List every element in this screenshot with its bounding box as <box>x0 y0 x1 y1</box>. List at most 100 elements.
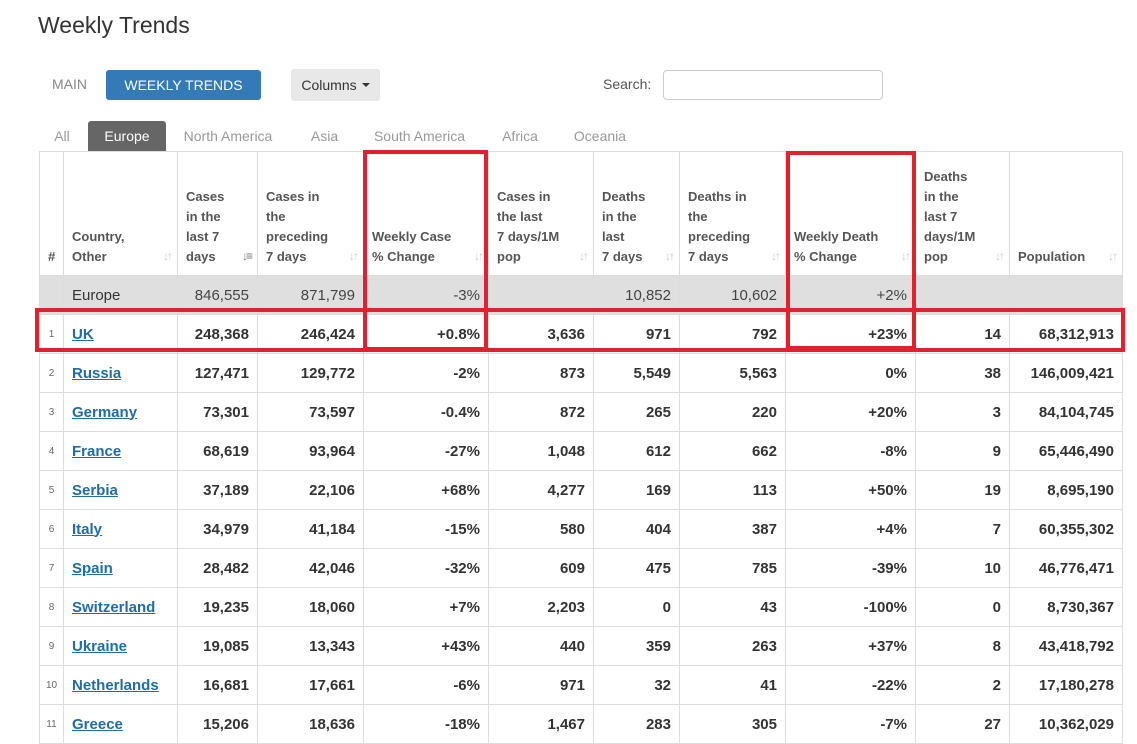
tab-north-america[interactable]: North America <box>183 128 273 144</box>
table-cell: 16,681 <box>177 665 258 705</box>
table-cell: 1,048 <box>488 431 594 471</box>
country-link[interactable]: Switzerland <box>72 598 156 616</box>
table-cell: 248,368 <box>177 314 258 354</box>
table-cell: Netherlands <box>63 665 178 705</box>
tab-south-america[interactable]: South America <box>373 128 466 144</box>
table-cell: -15% <box>363 509 489 549</box>
columns-dropdown-button[interactable]: Columns <box>291 69 380 101</box>
cases-last-7-days-header[interactable]: Cases in the last 7 days ↓≡ <box>177 151 258 276</box>
header-label: Population <box>1018 249 1086 264</box>
table-cell: -100% <box>785 587 916 627</box>
table-cell: 0 <box>593 587 680 627</box>
table-cell: 41 <box>679 665 786 705</box>
table-cell: 3 <box>39 392 64 432</box>
table-cell: 68,312,913 <box>1009 314 1123 354</box>
table-cell: 19 <box>915 470 1010 510</box>
tab-oceania[interactable]: Oceania <box>573 128 627 144</box>
sort-arrows-icon[interactable]: ↓↑ <box>995 249 1005 263</box>
cases-preceding-7-days-header[interactable]: Cases in the preceding 7 days ↓↑ <box>257 151 364 276</box>
country-link[interactable]: Serbia <box>72 481 118 499</box>
table-cell: 8 <box>39 587 64 627</box>
table-cell: 387 <box>679 509 786 549</box>
table-row: 2 Russia 127,471 129,772 -2% 873 5,549 5,563 0% 3… <box>39 353 1123 393</box>
table-cell: Ukraine <box>63 626 178 666</box>
table-cell: -8% <box>785 431 916 471</box>
table-cell: 46,776,471 <box>1009 548 1123 588</box>
continent-tabs: All Europe North America Asia South America A… <box>40 121 1137 152</box>
country-link[interactable]: France <box>72 442 122 460</box>
country-link[interactable]: Netherlands <box>72 676 159 694</box>
weekly-trends-button[interactable]: WEEKLY TRENDS <box>106 70 261 100</box>
population-header[interactable]: Population ↓↑ <box>1009 151 1123 276</box>
table-cell: 6 <box>39 509 64 549</box>
tab-asia[interactable]: Asia <box>310 128 339 144</box>
table-row: 7 Spain 28,482 42,046 -32% 609 475 785 -39% 10 46,… <box>39 548 1123 588</box>
table-cell: 73,597 <box>257 392 364 432</box>
table-cell: Spain <box>63 548 178 588</box>
table-cell: 846,555 <box>177 275 258 315</box>
sort-arrows-icon[interactable]: ↓↑ <box>771 249 781 263</box>
table-cell: 359 <box>593 626 680 666</box>
sort-arrows-icon[interactable]: ↓↑ <box>349 249 359 263</box>
table-cell: 971 <box>593 314 680 354</box>
table-cell: 19,235 <box>177 587 258 627</box>
country-link[interactable]: Russia <box>72 364 122 382</box>
country-link[interactable]: Italy <box>72 520 103 538</box>
tab-africa[interactable]: Africa <box>502 128 538 144</box>
table-cell: 872 <box>488 392 594 432</box>
rank-header[interactable]: # <box>39 151 64 276</box>
tab-all[interactable]: All <box>54 128 70 144</box>
sort-arrows-icon[interactable]: ↓↑ <box>579 249 589 263</box>
sort-desc-icon[interactable]: ↓≡ <box>241 249 253 263</box>
toolbar: MAIN WEEKLY TRENDS Columns Search: <box>40 69 1137 101</box>
sort-arrows-icon[interactable]: ↓↑ <box>163 249 173 263</box>
search-input[interactable] <box>663 70 883 100</box>
weekly-trends-table-container: # Country, Other ↓↑ Cases in the last 7 day… <box>35 150 1125 744</box>
sort-arrows-icon[interactable]: ↓↑ <box>1108 249 1118 263</box>
country-header[interactable]: Country, Other ↓↑ <box>63 151 178 276</box>
table-cell: 17,661 <box>257 665 364 705</box>
cases-per-million-header[interactable]: Cases in the last 7 days/1M pop ↓↑ <box>488 151 594 276</box>
table-cell: Serbia <box>63 470 178 510</box>
table-cell: 34,979 <box>177 509 258 549</box>
country-link[interactable]: Spain <box>72 559 113 577</box>
table-cell: 475 <box>593 548 680 588</box>
sort-arrows-icon[interactable]: ↓↑ <box>901 249 911 263</box>
table-cell: 93,964 <box>257 431 364 471</box>
table-cell: 27 <box>915 704 1010 744</box>
table-cell: -3% <box>363 275 489 315</box>
deaths-preceding-7-days-header[interactable]: Deaths in the preceding 7 days ↓↑ <box>679 151 786 276</box>
table-cell: 41,184 <box>257 509 364 549</box>
country-link[interactable]: UK <box>72 325 94 343</box>
table-cell: -0.4% <box>363 392 489 432</box>
main-tab-link[interactable]: MAIN <box>52 76 87 92</box>
table-row: 9 Ukraine 19,085 13,343 +43% 440 359 263 +37% 8 43… <box>39 626 1123 666</box>
header-label: Cases in the last 7 days/1M pop <box>497 189 560 264</box>
country-link[interactable]: Germany <box>72 403 138 421</box>
table-cell: 43,418,792 <box>1009 626 1123 666</box>
table-body: Europe 846,555 871,799 -3% 10,852 10,602 +2% 1 U… <box>39 275 1123 744</box>
sort-arrows-icon[interactable]: ↓↑ <box>474 249 484 263</box>
table-cell: 169 <box>593 470 680 510</box>
country-link[interactable]: Greece <box>72 715 123 733</box>
table-cell: -32% <box>363 548 489 588</box>
table-cell: 7 <box>39 548 64 588</box>
table-row: 8 Switzerland 19,235 18,060 +7% 2,203 0 43 -100%… <box>39 587 1123 627</box>
table-row: 11 Greece 15,206 18,636 -18% 1,467 283 305 -7% 27… <box>39 704 1123 744</box>
deaths-last-7-days-header[interactable]: Deaths in the last 7 days ↓↑ <box>593 151 680 276</box>
table-cell: 17,180,278 <box>1009 665 1123 705</box>
table-cell: Russia <box>63 353 178 393</box>
table-cell: 18,060 <box>257 587 364 627</box>
table-cell: 2,203 <box>488 587 594 627</box>
weekly-death-change-header[interactable]: Weekly Death % Change ↓↑ <box>785 151 916 276</box>
weekly-case-change-header[interactable]: Weekly Case % Change ↓↑ <box>363 151 489 276</box>
table-row: 4 France 68,619 93,964 -27% 1,048 612 662 -8% 9 65… <box>39 431 1123 471</box>
table-cell: 5,549 <box>593 353 680 393</box>
table-cell: 113 <box>679 470 786 510</box>
sort-arrows-icon[interactable]: ↓↑ <box>665 249 675 263</box>
deaths-per-million-header[interactable]: Deaths in the last 7 days/1M pop ↓↑ <box>915 151 1010 276</box>
header-label: Cases in the preceding 7 days <box>266 189 329 264</box>
tab-europe[interactable]: Europe <box>88 121 166 152</box>
table-cell: -22% <box>785 665 916 705</box>
country-link[interactable]: Ukraine <box>72 637 128 655</box>
